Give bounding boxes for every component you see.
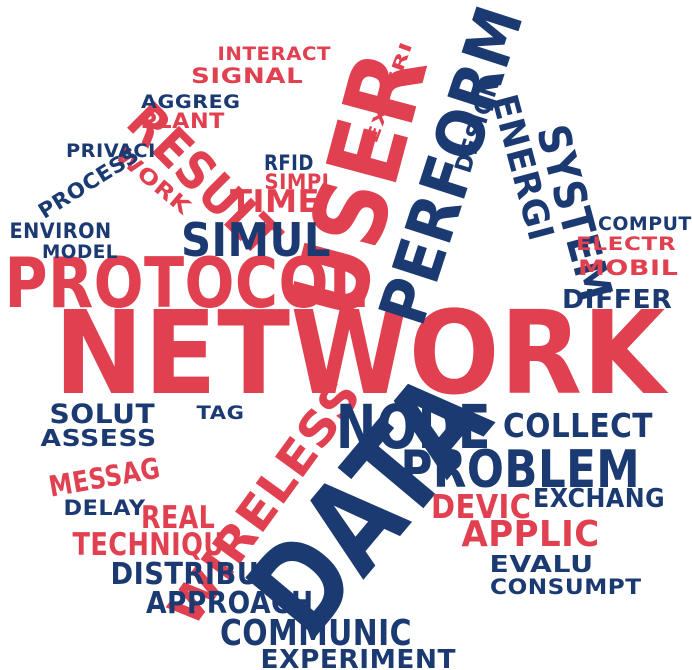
word-plant: PLANT <box>139 108 225 133</box>
word-collect: COLLECT <box>503 406 653 445</box>
word-exchang: EXCHANG <box>532 483 666 513</box>
word-applic: APPLIC <box>460 514 600 555</box>
word-communic: COMMUNIC <box>219 613 412 654</box>
word-simul: SIMUL <box>180 212 331 268</box>
word-differ: DIFFER <box>561 284 673 314</box>
word-approach: APPROACH <box>146 585 314 620</box>
word-environ: ENVIRON <box>8 218 112 243</box>
word-network: NETWORK <box>54 287 666 421</box>
word-techniqu: TECHNIQU <box>71 527 224 563</box>
word-real: REAL <box>141 500 216 536</box>
word-evalu: EVALU <box>488 551 594 578</box>
word-consumpt: CONSUMPT <box>490 574 642 599</box>
word-protocol: PROTOCOL <box>3 243 367 324</box>
word-problem: PROBLEM <box>400 438 640 500</box>
word-model: MODEL <box>42 240 118 263</box>
word-time: TIME <box>229 184 321 220</box>
word-rfid: RFID <box>263 150 314 175</box>
word-electr: ELECTR <box>575 232 677 255</box>
word-interact: INTERACT <box>217 42 331 65</box>
word-aggreg: AGGREG <box>141 90 241 113</box>
word-mobil: MOBIL <box>577 255 679 280</box>
word-distribut: DISTRIBUT <box>110 556 278 591</box>
word-experiment: EXPERIMENT <box>260 644 456 670</box>
word-node: NODE <box>335 391 491 463</box>
word-signal: SIGNAL <box>190 63 304 88</box>
word-solut: SOLUT <box>48 399 155 431</box>
word-privaci: PRIVACI <box>65 139 156 162</box>
word-comput: COMPUT <box>598 212 692 235</box>
word-simpl: SIMPL <box>264 169 335 194</box>
word-delay: DELAY <box>62 495 146 520</box>
word-devic: DEVIC <box>431 487 532 526</box>
word-assess: ASSESS <box>39 425 157 452</box>
word-tag: TAG <box>196 401 245 424</box>
